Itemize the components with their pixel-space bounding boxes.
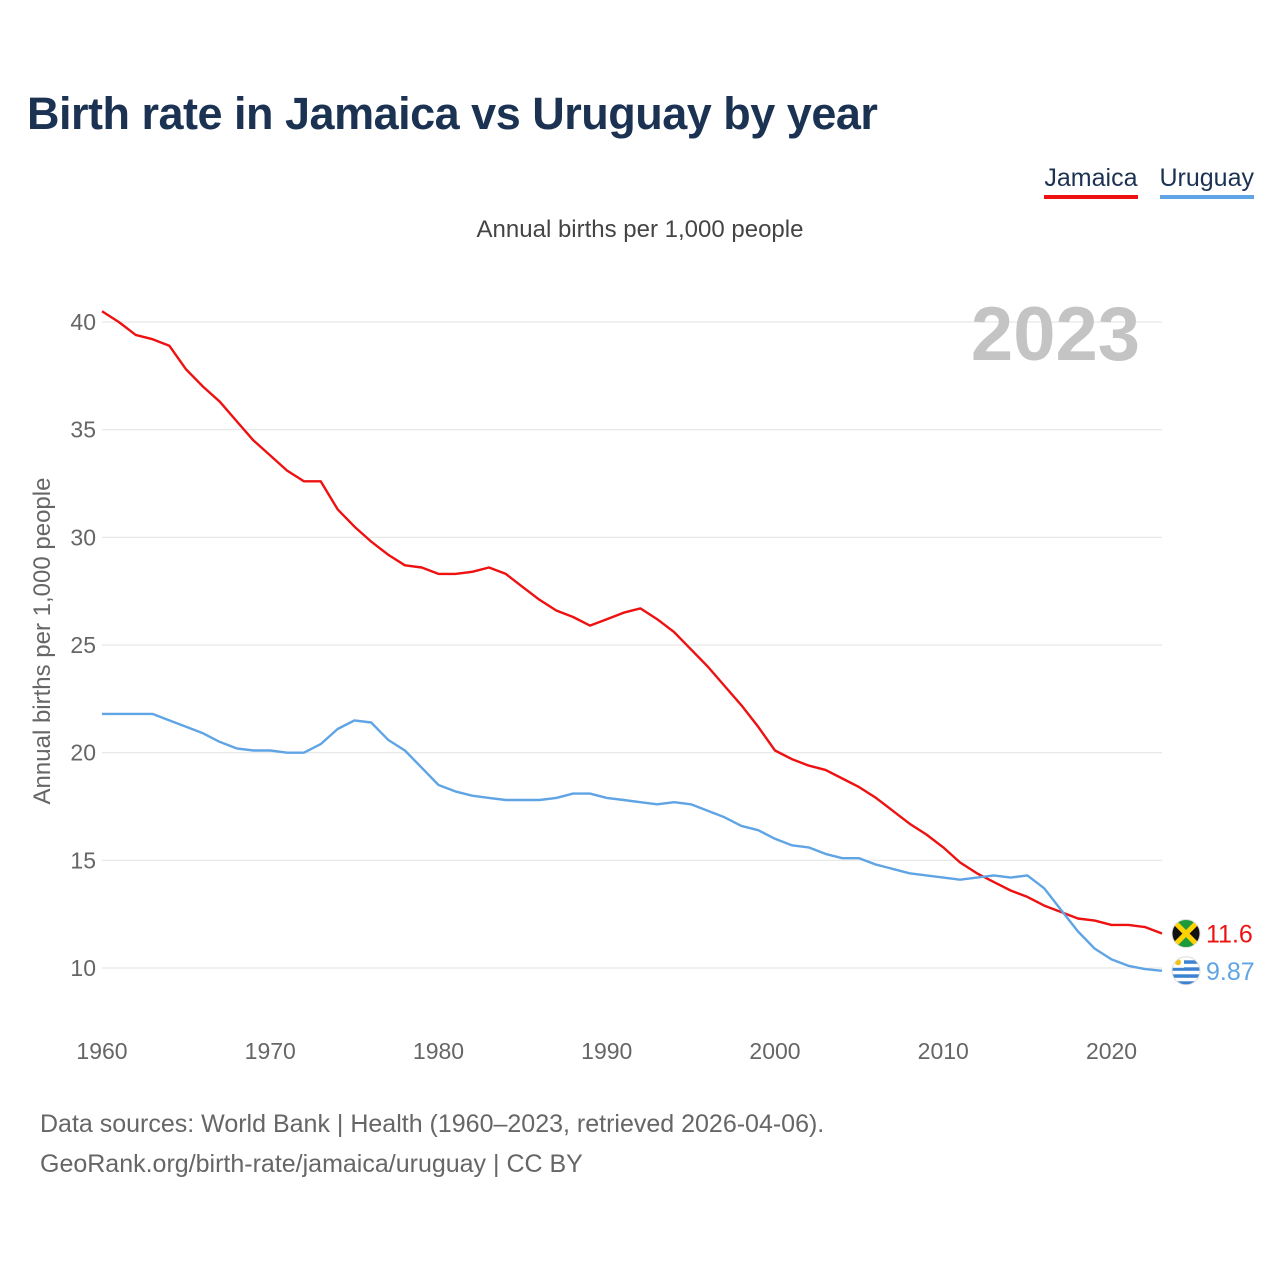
y-tick-label: 20 [70,740,96,766]
y-tick-label: 25 [70,632,96,658]
series-line-uruguay[interactable] [102,712,1163,972]
y-tick-label: 35 [70,417,96,443]
series-line-jamaica[interactable] [101,310,1163,935]
gridlines [102,321,1162,969]
x-axis-ticks: 1960 1970 1980 1990 2000 2010 2020 [76,1038,1137,1064]
flag-icon-uruguay [1171,956,1201,986]
x-tick-label: 1980 [413,1038,464,1064]
legend-item-jamaica[interactable]: Jamaica [1044,164,1138,199]
x-tick-label: 2000 [749,1038,800,1064]
end-value-label-uruguay: 9.87 [1206,958,1255,986]
end-value-label-jamaica: 11.6 [1206,921,1253,949]
y-axis-ticks: 10 15 20 25 30 35 40 [70,309,96,981]
series-end-markers: 11.6 9.87 [1171,919,1255,986]
flag-icon-jamaica [1171,919,1201,949]
chart-title: Birth rate in Jamaica vs Uruguay by year [27,88,878,139]
y-tick-label: 15 [70,847,96,873]
series-lines [101,310,1163,972]
x-tick-label: 1990 [581,1038,632,1064]
year-label: 2023 [971,292,1140,377]
y-tick-label: 40 [70,309,96,335]
y-tick-label: 30 [70,524,96,550]
x-tick-label: 2020 [1086,1038,1137,1064]
footer-sources: Data sources: World Bank | Health (1960–… [40,1110,825,1138]
x-tick-label: 2010 [918,1038,969,1064]
footer-link[interactable]: GeoRank.org/birth-rate/jamaica/uruguay |… [40,1150,583,1178]
x-tick-label: 1970 [245,1038,296,1064]
y-axis-label: Annual births per 1,000 people [29,478,56,805]
chart-subtitle: Annual births per 1,000 people [476,216,804,243]
x-tick-label: 1960 [76,1038,127,1064]
legend-item-uruguay[interactable]: Uruguay [1159,164,1254,199]
y-tick-label: 10 [70,955,96,981]
legend: Jamaica Uruguay [1044,164,1254,199]
footer: Data sources: World Bank | Health (1960–… [40,1104,824,1184]
